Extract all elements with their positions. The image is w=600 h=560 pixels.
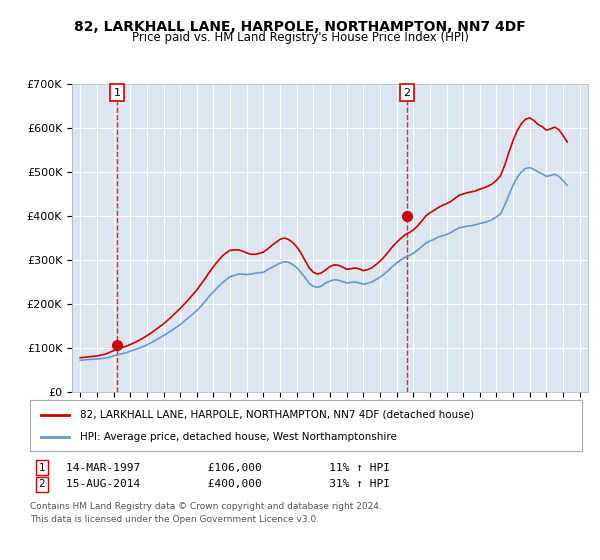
Text: Price paid vs. HM Land Registry's House Price Index (HPI): Price paid vs. HM Land Registry's House … <box>131 31 469 44</box>
Text: 15-AUG-2014          £400,000          31% ↑ HPI: 15-AUG-2014 £400,000 31% ↑ HPI <box>66 479 390 489</box>
Text: Contains HM Land Registry data © Crown copyright and database right 2024.: Contains HM Land Registry data © Crown c… <box>30 502 382 511</box>
Text: HPI: Average price, detached house, West Northamptonshire: HPI: Average price, detached house, West… <box>80 432 397 442</box>
Text: 1: 1 <box>38 463 46 473</box>
Text: 2: 2 <box>38 479 46 489</box>
Text: 1: 1 <box>113 88 121 98</box>
Text: This data is licensed under the Open Government Licence v3.0.: This data is licensed under the Open Gov… <box>30 515 319 524</box>
Text: 2: 2 <box>403 88 410 98</box>
Text: 14-MAR-1997          £106,000          11% ↑ HPI: 14-MAR-1997 £106,000 11% ↑ HPI <box>66 463 390 473</box>
Text: 82, LARKHALL LANE, HARPOLE, NORTHAMPTON, NN7 4DF (detached house): 82, LARKHALL LANE, HARPOLE, NORTHAMPTON,… <box>80 409 474 419</box>
Text: 82, LARKHALL LANE, HARPOLE, NORTHAMPTON, NN7 4DF: 82, LARKHALL LANE, HARPOLE, NORTHAMPTON,… <box>74 20 526 34</box>
